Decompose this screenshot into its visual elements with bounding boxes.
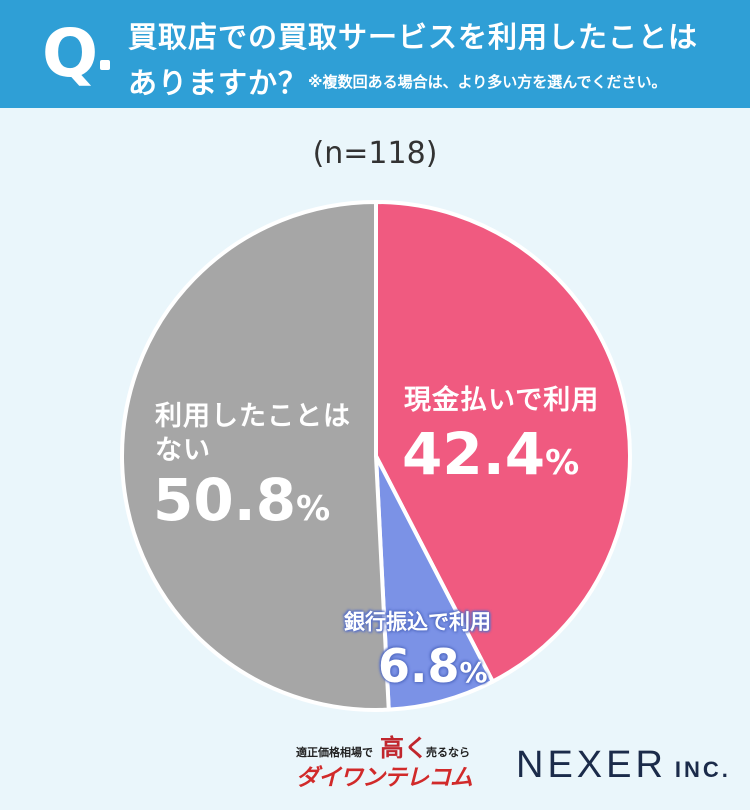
question-header: Q 買取店での買取サービスを利用したことは ありますか？ ※複数回ある場合は、よ… (0, 0, 750, 108)
q-mark: Q (42, 15, 99, 92)
nexer-suffix: INC. (674, 757, 731, 782)
logo-highlight: 高く (380, 733, 428, 762)
nexer-name: NEXER (516, 744, 667, 786)
pie-slice-never (120, 200, 391, 712)
pie-slice-transfer (374, 454, 495, 712)
logo-tagline: 適正価格相場で (296, 746, 373, 759)
slice-label-never-line1: 利用したことは (155, 401, 351, 432)
slice-value-never: 50.8% (153, 466, 331, 534)
slice-value-cash: 42.4% (402, 420, 580, 488)
logo-brand: ダイワンテレコム (296, 765, 473, 791)
slice-value-transfer: 6.8% (378, 639, 488, 693)
question-text-line1: 買取店での買取サービスを利用したことは (128, 20, 699, 54)
question-text-line2: ありますか？ (128, 66, 309, 100)
q-dot (100, 60, 110, 70)
slice-label-never-line2: ない (155, 435, 211, 466)
daiwan-telecom-logo: 適正価格相場で 高く 売るなら ダイワンテレコム (296, 728, 486, 791)
question-note: ※複数回ある場合は、より多い方を選んでください。 (308, 73, 667, 91)
sample-size: (n=118) (312, 136, 438, 171)
slice-label-transfer: 銀行振込で利用 (344, 610, 491, 634)
pie-slice-cash (374, 200, 632, 684)
slice-label-cash: 現金払いで利用 (404, 385, 600, 416)
logo-sell: 売るなら (426, 746, 470, 759)
nexer-logo: NEXER INC. (516, 744, 731, 787)
